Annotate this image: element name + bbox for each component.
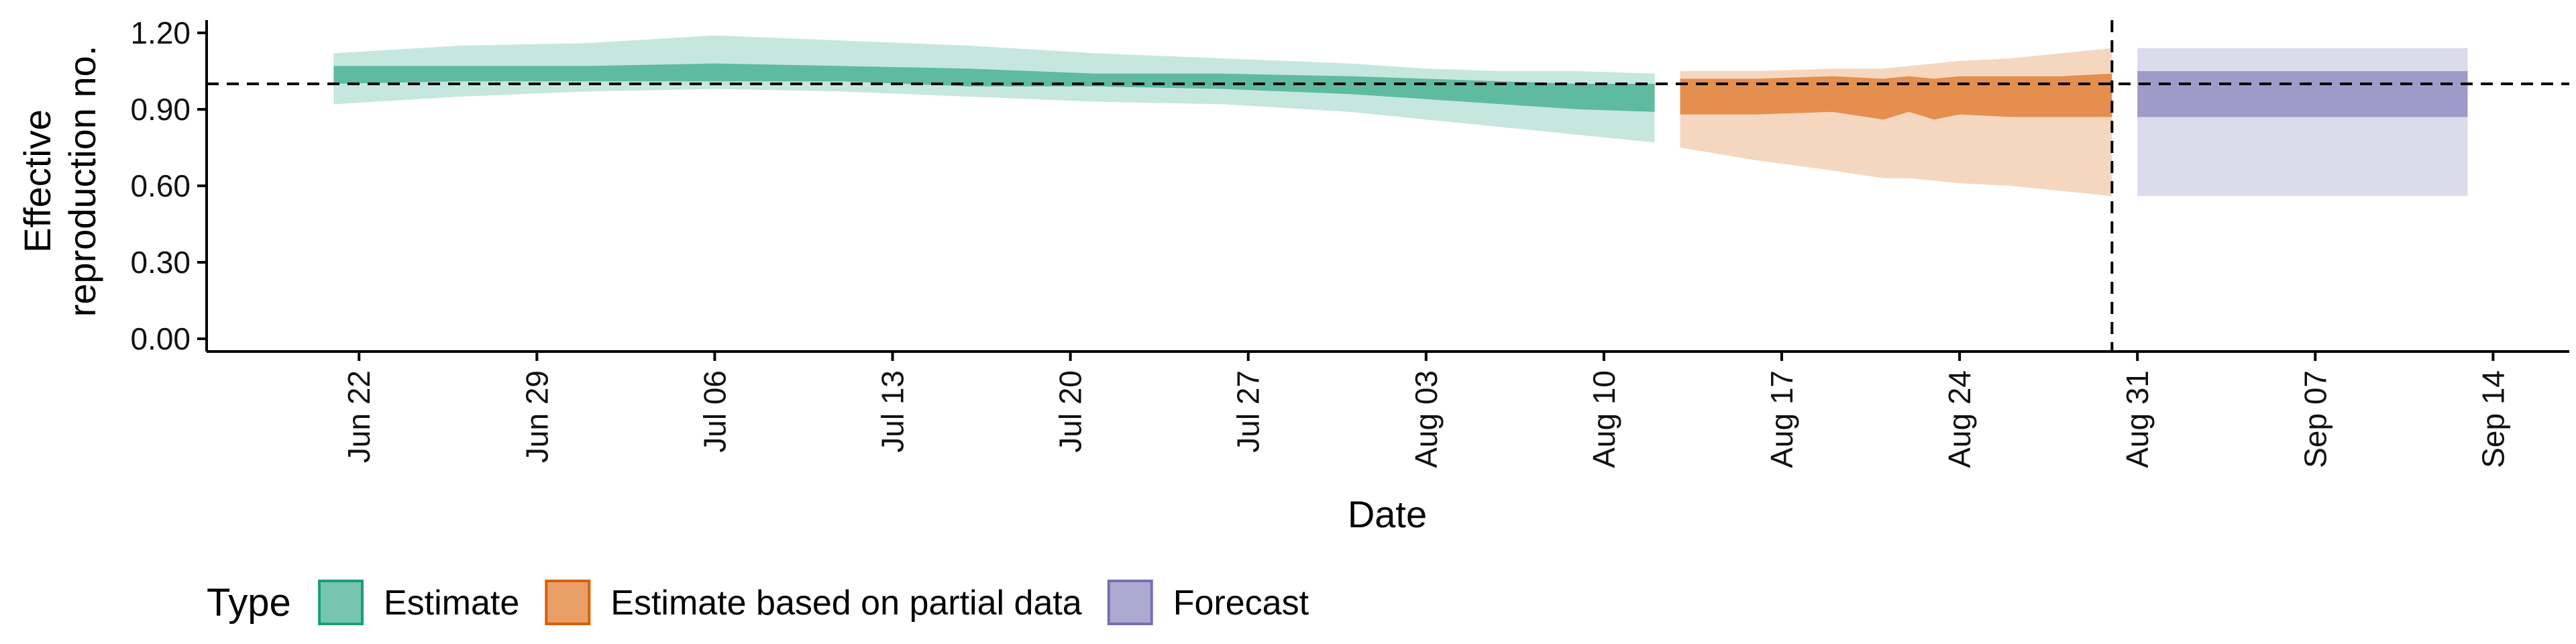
- forecast-90-band: [2137, 48, 2468, 197]
- x-tick-label: Jul 27: [1231, 370, 1266, 453]
- estimate-90-band: [333, 35, 1655, 143]
- y-axis-title-line-1: Effective: [16, 109, 58, 253]
- axes: 0.00 0.30 0.60 0.90 1.20 Jun 22 Jun 29 Jul 06 Ju…: [130, 15, 2569, 468]
- y-tick-label: 1.20: [130, 15, 191, 50]
- legend-label-estimate: Estimate: [384, 584, 519, 623]
- x-tick-label: Jun 22: [341, 370, 376, 463]
- y-tick-label: 0.60: [130, 168, 191, 203]
- y-tick-label: 0.30: [130, 245, 191, 280]
- x-axis-title: Date: [1348, 493, 1427, 535]
- legend-label-forecast: Forecast: [1173, 584, 1309, 623]
- estimate-50-band: [333, 63, 1655, 112]
- x-tick-label: Aug 17: [1764, 370, 1799, 468]
- reference-lines: [207, 20, 2569, 352]
- x-tick-label: Aug 24: [1942, 370, 1977, 468]
- axis-labels: Effective reproduction no. Date: [16, 46, 1427, 535]
- estimate-based-on-partial-data-50-band: [1680, 73, 2112, 120]
- y-tick-label: 0.00: [130, 321, 191, 356]
- x-tick-label: Jun 29: [519, 370, 554, 463]
- y-axis-title-line-2: reproduction no.: [61, 46, 103, 317]
- x-tick-label: Aug 03: [1409, 370, 1444, 468]
- forecast-50-band: [2137, 71, 2468, 117]
- estimate-based-on-partial-data-90-band: [1680, 48, 2112, 197]
- legend-swatch-forecast: [1107, 580, 1153, 625]
- x-tick-label: Sep 07: [2298, 370, 2332, 468]
- y-tick-label: 0.90: [130, 92, 191, 127]
- legend: Type Estimate Estimate based on partial d…: [207, 580, 1309, 625]
- legend-label-estimate-based-on-partial-data: Estimate based on partial data: [610, 584, 1082, 623]
- x-tick-label: Aug 31: [2120, 370, 2155, 468]
- x-tick-label: Jul 06: [697, 370, 732, 453]
- x-tick-label: Aug 10: [1587, 370, 1621, 468]
- bands-layer: [333, 35, 2468, 197]
- x-tick-label: Jul 13: [875, 370, 910, 453]
- legend-swatch-estimate-based-on-partial-data: [545, 580, 591, 625]
- x-tick-label: Jul 20: [1053, 370, 1088, 453]
- x-tick-label: Sep 14: [2475, 370, 2510, 468]
- legend-entries: Estimate Estimate based on partial data Fo…: [318, 580, 1309, 625]
- legend-swatch-estimate: [318, 580, 364, 625]
- legend-title: Type: [207, 581, 291, 625]
